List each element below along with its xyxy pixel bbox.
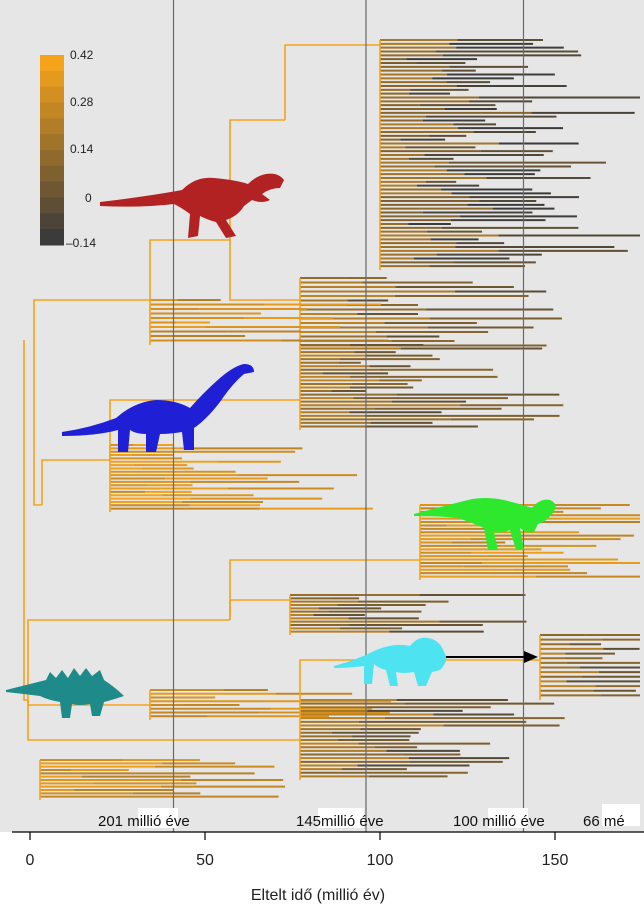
- legend-swatch: [40, 70, 64, 88]
- legend-swatch: [40, 134, 64, 151]
- color-legend: 0.42 0.28 0.14 0 –0.14: [40, 48, 96, 250]
- tree-branch: [27, 700, 300, 741]
- theropod-silhouette-icon: [100, 173, 284, 238]
- tree-branch: [33, 299, 150, 340]
- tree-branch: [41, 459, 110, 505]
- era-label-66: 66 mé: [583, 813, 625, 830]
- legend-swatch: [40, 229, 64, 246]
- legend-tick-label: 0.14: [70, 142, 94, 156]
- tree-branch: [229, 559, 420, 620]
- legend-swatch: [40, 165, 64, 183]
- legend-swatch: [40, 86, 64, 103]
- stegosaur-silhouette-icon: [6, 668, 124, 718]
- x-tick-label: 150: [542, 852, 569, 869]
- tree-branch: [149, 239, 230, 300]
- x-tick-label: 50: [196, 852, 214, 869]
- legend-tick-label: 0: [85, 191, 92, 205]
- era-label-145: 145millió éve: [296, 813, 384, 830]
- era-label-100: 100 millió éve: [453, 813, 545, 830]
- legend-gradient-bar: [40, 55, 64, 246]
- trend-arrow: [446, 651, 538, 663]
- legend-swatch: [40, 150, 64, 167]
- tree-branch: [23, 340, 28, 701]
- legend-tick-label: 0.28: [70, 95, 94, 109]
- tree-branches: [23, 39, 640, 800]
- legend-swatch: [40, 213, 64, 230]
- tree-branch: [284, 44, 380, 120]
- legend-swatch: [40, 197, 64, 214]
- x-tick-label: 100: [367, 852, 394, 869]
- era-label-201: 201 millió éve: [98, 813, 190, 830]
- era-labels: 201 millió éve 145millió éve 100 millió …: [98, 804, 640, 830]
- legend-swatch: [40, 55, 64, 72]
- x-axis: 0 50 100 150 Eltelt idő (millió év): [12, 831, 644, 904]
- tree-branch: [109, 399, 300, 460]
- legend-tick-label: –0.14: [66, 236, 96, 250]
- x-tick-label: 0: [26, 852, 35, 869]
- legend-swatch: [40, 102, 64, 119]
- ceratopsian-silhouette-icon: [334, 637, 447, 686]
- legend-swatch: [40, 181, 64, 198]
- tree-branch: [299, 659, 540, 700]
- tree-branch: [33, 340, 42, 506]
- legend-tick-label: 0.42: [70, 48, 94, 62]
- sauropod-silhouette-icon: [62, 364, 254, 452]
- hadrosaur-silhouette-icon: [414, 498, 556, 550]
- tree-branch: [229, 240, 300, 301]
- legend-swatch: [40, 118, 64, 135]
- x-axis-title: Eltelt idő (millió év): [251, 887, 385, 904]
- tree-branch: [27, 619, 230, 700]
